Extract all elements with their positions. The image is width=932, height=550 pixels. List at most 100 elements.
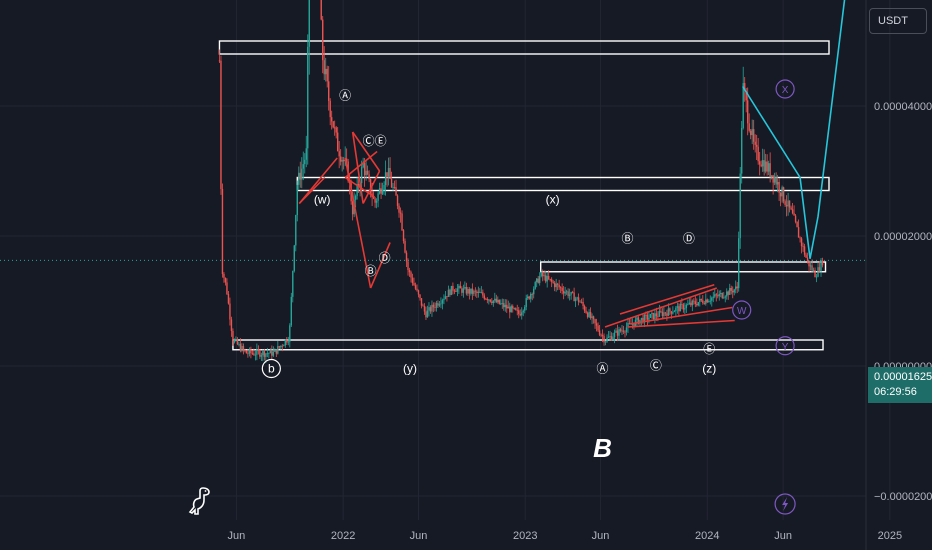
candle-body [586, 312, 589, 317]
candle-body [485, 298, 487, 300]
candle-body [577, 297, 580, 302]
zone-middle-zone [296, 176, 830, 192]
candle-body [562, 290, 565, 294]
candle-body [399, 212, 402, 214]
candle-body [663, 312, 665, 317]
candle-body [440, 303, 442, 305]
candle-body [648, 317, 650, 320]
candle-body [694, 301, 697, 304]
candle-body [744, 83, 746, 91]
pattern-line [344, 150, 378, 179]
candle-body [413, 283, 415, 286]
candle-body [281, 345, 284, 347]
candle-body [732, 290, 734, 293]
candle-body [691, 300, 694, 306]
candle-body [251, 353, 254, 354]
candle-body [357, 184, 360, 187]
candle-body [685, 304, 688, 309]
candle-body [720, 293, 722, 294]
candle-body [488, 299, 490, 301]
candle-body [274, 349, 276, 352]
pattern-line [630, 306, 733, 325]
candle-body [672, 312, 674, 314]
candle-body [515, 308, 517, 310]
candle-body [561, 287, 563, 291]
candle-body [700, 298, 703, 301]
candle-body [398, 205, 400, 213]
candle-body [425, 311, 427, 318]
candle-body [468, 289, 471, 294]
candle-body [631, 324, 634, 325]
candle-body [477, 291, 480, 293]
candle-body [697, 302, 700, 306]
candle-body [709, 300, 711, 302]
time-axis[interactable]: Jun2022Jun2023Jun2024Jun2025Jun [228, 530, 932, 542]
candle-body [455, 291, 457, 293]
wave-label: ⒸⒺ [363, 134, 387, 148]
candle-body [808, 260, 810, 267]
candle-body [429, 307, 432, 312]
candle-body [654, 313, 656, 320]
candle-body [537, 278, 539, 283]
currency-selector[interactable]: USDT [869, 8, 927, 34]
candle-body [745, 90, 747, 101]
candle-body [811, 265, 813, 271]
candle-body [712, 296, 714, 298]
candle-body [681, 303, 683, 305]
candle-body [598, 330, 601, 335]
candle-body [392, 187, 394, 188]
candle-body [767, 163, 770, 172]
lightning-icon-circle [774, 493, 796, 515]
candle-body [401, 213, 403, 231]
candle-body [389, 167, 391, 179]
candle-body [229, 303, 231, 320]
candle-body [221, 189, 224, 274]
candle-body [754, 141, 756, 145]
candle-body [684, 308, 686, 310]
candle-body [796, 221, 798, 228]
candle-body [640, 317, 643, 320]
candle-body [661, 311, 664, 317]
candle-body [296, 184, 298, 216]
candle-body [360, 167, 363, 184]
candle-body [378, 188, 381, 194]
candle-body [233, 340, 236, 343]
candle-body [223, 273, 225, 278]
candle-body [536, 278, 538, 283]
candle-body [253, 353, 255, 356]
candle-body [290, 296, 292, 326]
candle-body [524, 306, 526, 311]
pattern-line [298, 176, 326, 205]
candle-body [250, 349, 252, 354]
candle-body [473, 290, 475, 294]
candle-body [434, 307, 436, 309]
y-tick-label: −0.00002000 [874, 491, 932, 503]
candle-body [446, 296, 448, 298]
candle-body [462, 288, 465, 293]
projection-path [0, 0, 866, 261]
candle-body [510, 306, 512, 313]
candle-body [814, 270, 816, 278]
candle-body [580, 301, 583, 303]
candle-body [527, 296, 529, 299]
candle-body [495, 298, 498, 303]
price-axis[interactable]: 0.000120000.000100000.000080000.00006000… [865, 0, 932, 550]
candle-body [330, 117, 333, 122]
candle-body [480, 292, 483, 294]
candle-body [295, 215, 297, 246]
candle-body [607, 336, 610, 338]
candle-body [670, 311, 673, 314]
candle-body [702, 300, 704, 304]
candle-body [615, 330, 617, 333]
candle-body [594, 319, 596, 324]
pattern-line [627, 319, 735, 328]
candle-body [230, 319, 233, 331]
wave-label: Ⓓ [683, 232, 695, 246]
candle-body [522, 310, 524, 313]
zone-low-zone [539, 261, 827, 273]
candle-body [242, 346, 245, 350]
candle-body [723, 297, 725, 299]
candle-body [544, 275, 547, 282]
wave-label: W [737, 306, 747, 317]
